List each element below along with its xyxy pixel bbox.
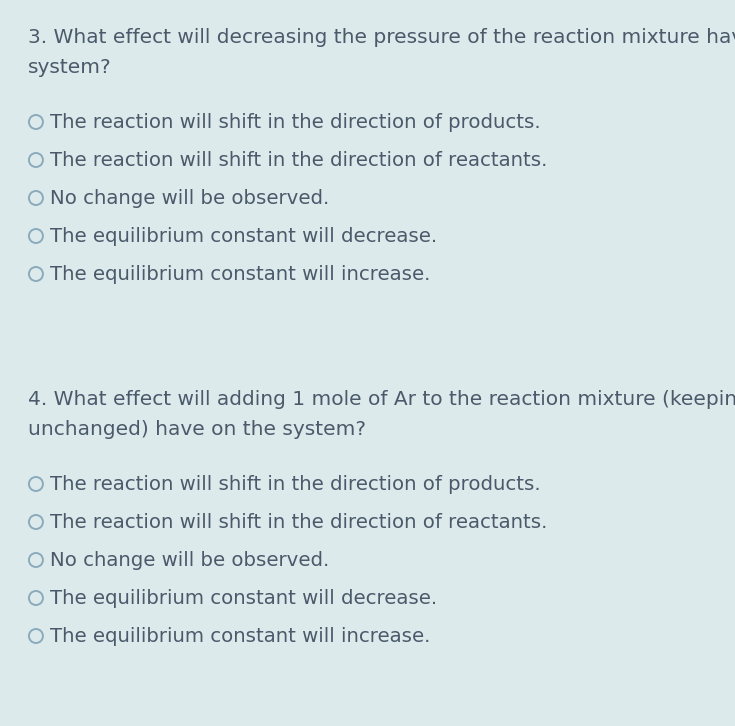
Text: 3. What effect will decreasing the pressure of the reaction mixture have on the: 3. What effect will decreasing the press…: [28, 28, 735, 47]
Text: The reaction will shift in the direction of products.: The reaction will shift in the direction…: [50, 113, 540, 132]
Text: 4. What effect will adding 1 mole of Ar to the reaction mixture (keeping pressur: 4. What effect will adding 1 mole of Ar …: [28, 390, 735, 409]
Text: The reaction will shift in the direction of reactants.: The reaction will shift in the direction…: [50, 151, 548, 170]
Text: The reaction will shift in the direction of reactants.: The reaction will shift in the direction…: [50, 513, 548, 532]
Text: system?: system?: [28, 58, 112, 77]
Text: No change will be observed.: No change will be observed.: [50, 189, 329, 208]
Text: unchanged) have on the system?: unchanged) have on the system?: [28, 420, 366, 439]
Text: No change will be observed.: No change will be observed.: [50, 551, 329, 570]
Text: The equilibrium constant will decrease.: The equilibrium constant will decrease.: [50, 589, 437, 608]
Text: The equilibrium constant will decrease.: The equilibrium constant will decrease.: [50, 227, 437, 246]
Text: The reaction will shift in the direction of products.: The reaction will shift in the direction…: [50, 475, 540, 494]
Text: The equilibrium constant will increase.: The equilibrium constant will increase.: [50, 265, 430, 284]
Text: The equilibrium constant will increase.: The equilibrium constant will increase.: [50, 627, 430, 646]
